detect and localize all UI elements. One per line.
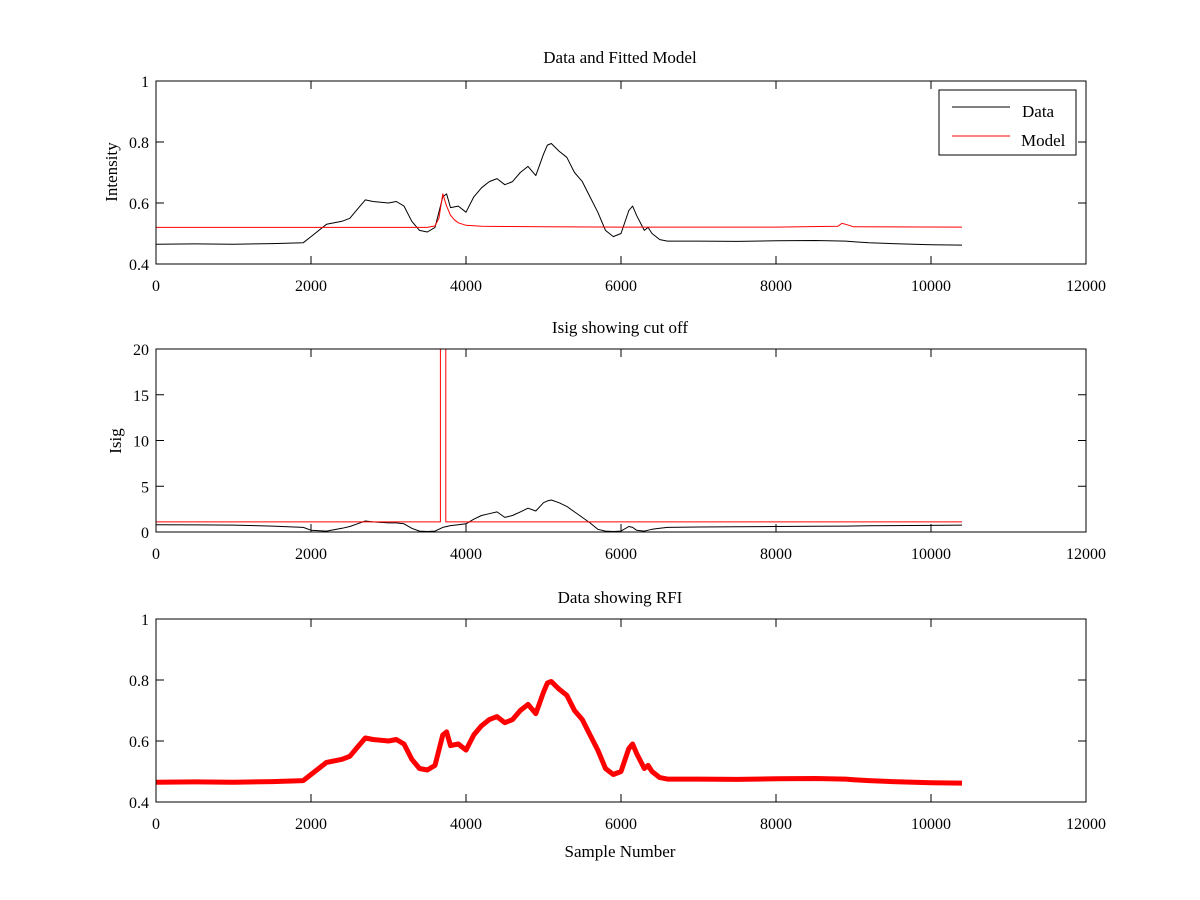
panel-3-plot-area: 0 2000 4000 6000 8000 10000 12000 0.4 0.6 0.8 1 [129,612,1106,833]
y-tick-label: 0.4 [129,795,149,812]
x-tick-label: 4000 [450,278,482,295]
panel-data-rfi: Data showing RFI Sample Number 0 2000 4000… [129,588,1106,861]
x-tick-label: 2000 [295,546,327,563]
y-tick-label: 0.8 [129,673,149,690]
y-tick-label: 0.6 [129,196,149,213]
x-tick-label: 6000 [605,546,637,563]
x-tick-label: 10000 [911,278,951,295]
y-tick-label: 0 [141,525,149,542]
legend-data-label: Data [1022,102,1055,121]
x-tick-label: 8000 [760,546,792,563]
y-tick-label: 10 [133,434,149,451]
x-tick-label: 8000 [760,278,792,295]
x-tick-label: 12000 [1066,816,1106,833]
legend: Data Model [938,89,1077,156]
x-tick-label: 10000 [911,816,951,833]
y-tick-label: 5 [141,479,149,496]
series-line-data [155,143,963,246]
y-tick-label: 15 [133,388,149,405]
x-tick-label: 0 [152,816,160,833]
panel-2-title: Isig showing cut off [552,318,688,337]
x-tick-label: 12000 [1066,278,1106,295]
panel-isig-cut-off: Isig showing cut off Isig 0 2000 4000 6000 8… [106,318,1106,563]
panel-data-fitted-model: Data and Fitted Model Intensity 0 2000 400… [102,48,1106,295]
panel-1-ylabel: Intensity [102,142,121,202]
panel-3-title: Data showing RFI [558,588,683,607]
legend-model-label: Model [1021,131,1066,150]
y-tick-label: 0.8 [129,135,149,152]
panel-1-plot-area: 0 2000 4000 6000 8000 10000 12000 0.4 0.6 0.8 1 [129,74,1106,295]
x-tick-label: 0 [152,278,160,295]
panel-3-xlabel: Sample Number [565,842,676,861]
x-tick-label: 2000 [295,278,327,295]
x-tick-label: 6000 [605,816,637,833]
y-tick-label: 1 [141,74,149,91]
series-line-panel-2-0 [155,499,963,532]
x-tick-label: 0 [152,546,160,563]
x-tick-label: 4000 [450,546,482,563]
series-line-model [156,193,963,228]
panel-2-ylabel: Isig [106,428,125,454]
x-tick-label: 6000 [605,278,637,295]
x-tick-label: 2000 [295,816,327,833]
x-tick-label: 12000 [1066,546,1106,563]
x-tick-label: 8000 [760,816,792,833]
x-tick-label: 10000 [911,546,951,563]
y-tick-label: 0.4 [129,257,149,274]
y-tick-label: 0.6 [129,734,149,751]
y-tick-label: 20 [133,342,149,359]
legend-box [938,89,1077,156]
panel-2-plot-area: 0 2000 4000 6000 8000 10000 12000 0 5 10 15 20 [133,342,1106,563]
series-line-panel-3-0 [155,679,963,786]
panel-1-title: Data and Fitted Model [543,48,697,67]
y-tick-label: 1 [141,612,149,629]
x-tick-label: 4000 [450,816,482,833]
